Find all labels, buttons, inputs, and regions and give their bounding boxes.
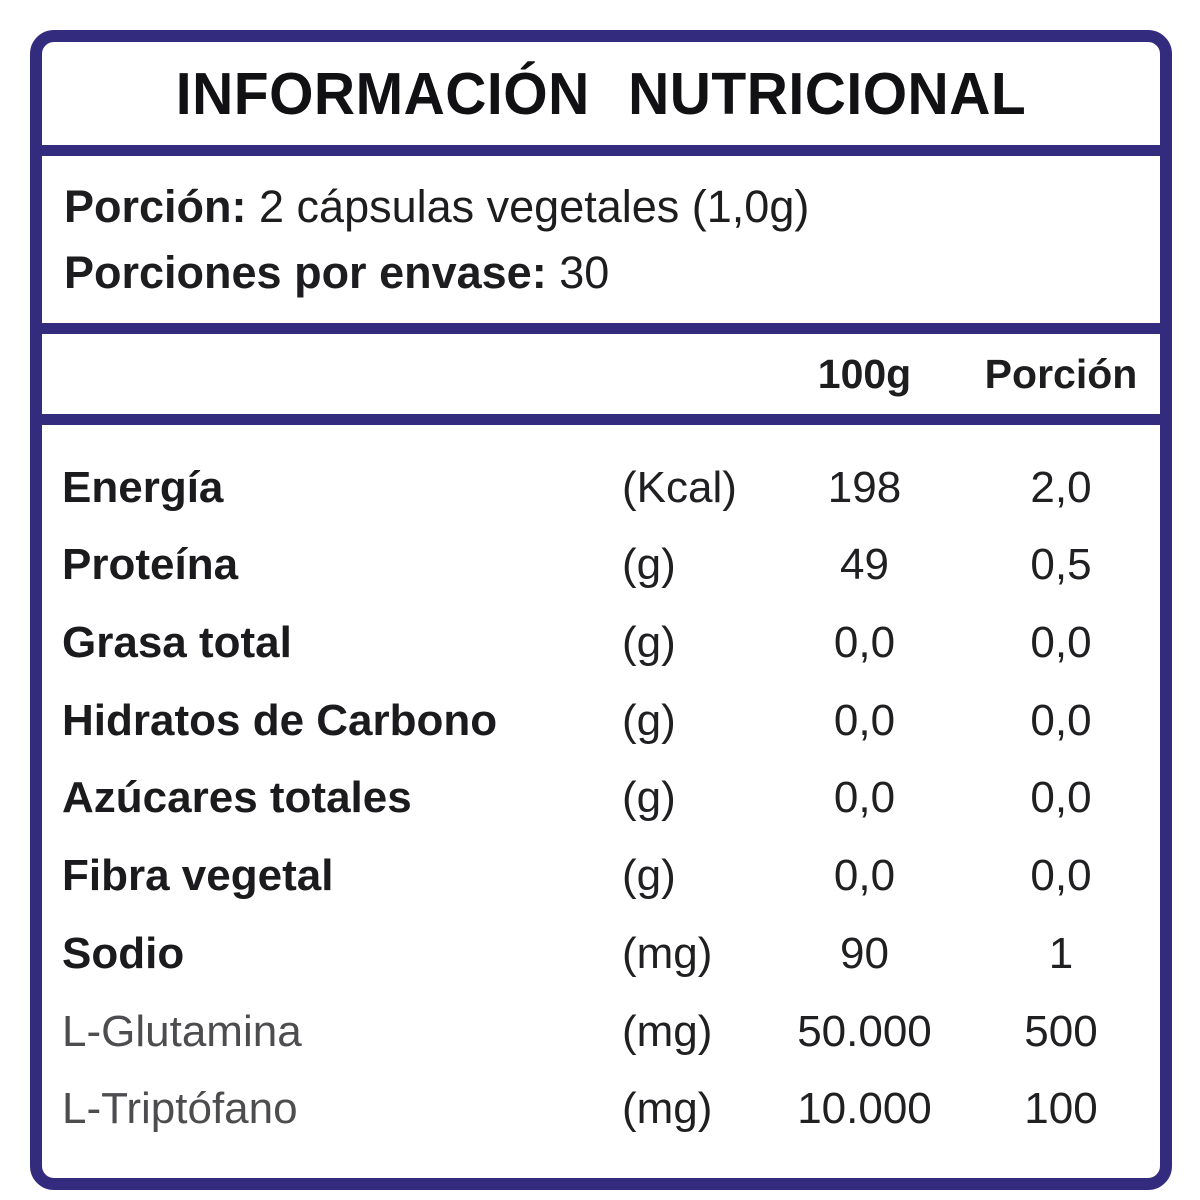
nutrient-unit: (mg) [622, 1006, 713, 1056]
nutrient-row: Hidratos de Carbono (g) 0,0 0,0 [42, 696, 1160, 746]
column-header-100g: 100g [817, 350, 912, 397]
nutrient-name: Sodio [62, 928, 185, 978]
title-section: INFORMACIÓN NUTRICIONAL [42, 42, 1160, 145]
nutrient-unit: (mg) [622, 1084, 713, 1134]
nutrient-value-100g: 0,0 [833, 851, 896, 901]
servings-per-container-line: Porciones por envase: 30 [64, 247, 1160, 299]
nutrient-value-100g: 49 [840, 540, 889, 590]
nutrient-value-porcion: 1 [1048, 928, 1074, 978]
nutrient-row: L-Triptófano (mg) 10.000 100 [42, 1084, 1160, 1134]
section-divider [42, 145, 1160, 156]
nutrient-name: Azúcares totales [62, 773, 412, 823]
nutrient-unit: (g) [622, 618, 676, 668]
serving-size-value: 2 cápsulas vegetales (1,0g) [246, 180, 810, 232]
nutrient-unit: (Kcal) [622, 462, 737, 512]
nutrient-value-100g: 0,0 [833, 773, 896, 823]
nutrient-row: Azúcares totales (g) 0,0 0,0 [42, 773, 1160, 823]
nutrient-value-100g: 10.000 [797, 1084, 932, 1134]
nutrient-value-porcion: 100 [1024, 1084, 1098, 1134]
nutrient-unit: (mg) [622, 928, 713, 978]
nutrient-row: L-Glutamina (mg) 50.000 500 [42, 1007, 1160, 1057]
nutrient-value-porcion: 0,0 [1030, 695, 1092, 745]
nutrient-value-100g: 198 [827, 462, 902, 512]
nutrient-value-100g: 0,0 [833, 695, 896, 745]
nutrient-name: Fibra vegetal [62, 851, 334, 901]
nutrient-name: L-Triptófano [62, 1084, 298, 1134]
nutrient-row: Sodio (mg) 90 1 [42, 929, 1160, 979]
nutrient-row: Grasa total (g) 0,0 0,0 [42, 618, 1160, 668]
nutrition-label: INFORMACIÓN NUTRICIONAL Porción: 2 cápsu… [30, 30, 1172, 1190]
serving-size-line: Porción: 2 cápsulas vegetales (1,0g) [64, 181, 1160, 233]
nutrient-value-100g: 50.000 [797, 1006, 932, 1056]
section-divider [42, 323, 1160, 334]
nutrient-value-100g: 90 [840, 928, 889, 978]
nutrient-value-porcion: 0,0 [1030, 851, 1092, 901]
nutrient-name: Proteína [62, 540, 239, 590]
serving-section: Porción: 2 cápsulas vegetales (1,0g) Por… [42, 156, 1160, 323]
servings-per-container-label: Porciones por envase: [64, 246, 547, 298]
nutrient-name: Energía [62, 462, 224, 512]
nutrient-row: Energía (Kcal) 198 2,0 [42, 463, 1160, 513]
nutrient-unit: (g) [622, 773, 676, 823]
nutrient-rows: Energía (Kcal) 198 2,0 Proteína (g) 49 0… [42, 425, 1160, 1178]
servings-per-container-value: 30 [546, 246, 610, 298]
nutrient-name: Hidratos de Carbono [62, 695, 498, 745]
nutrient-value-porcion: 0,0 [1030, 773, 1092, 823]
nutrient-value-100g: 0,0 [833, 618, 896, 668]
nutrient-name: Grasa total [62, 618, 292, 668]
label-title: INFORMACIÓN NUTRICIONAL [175, 60, 1027, 127]
serving-size-label: Porción: [64, 180, 247, 232]
nutrient-row: Fibra vegetal (g) 0,0 0,0 [42, 851, 1160, 901]
nutrient-value-porcion: 0,0 [1030, 618, 1092, 668]
nutrient-value-porcion: 2,0 [1030, 462, 1092, 512]
nutrient-name: L-Glutamina [62, 1006, 302, 1056]
nutrient-unit: (g) [622, 540, 676, 590]
column-header-section: 100g Porción [42, 334, 1160, 414]
nutrient-unit: (g) [622, 695, 676, 745]
nutrient-value-porcion: 500 [1024, 1006, 1098, 1056]
column-header-porcion: Porción [984, 350, 1138, 397]
nutrient-value-porcion: 0,5 [1030, 540, 1092, 590]
section-divider [42, 414, 1160, 425]
nutrient-unit: (g) [622, 851, 676, 901]
nutrient-row: Proteína (g) 49 0,5 [42, 540, 1160, 590]
